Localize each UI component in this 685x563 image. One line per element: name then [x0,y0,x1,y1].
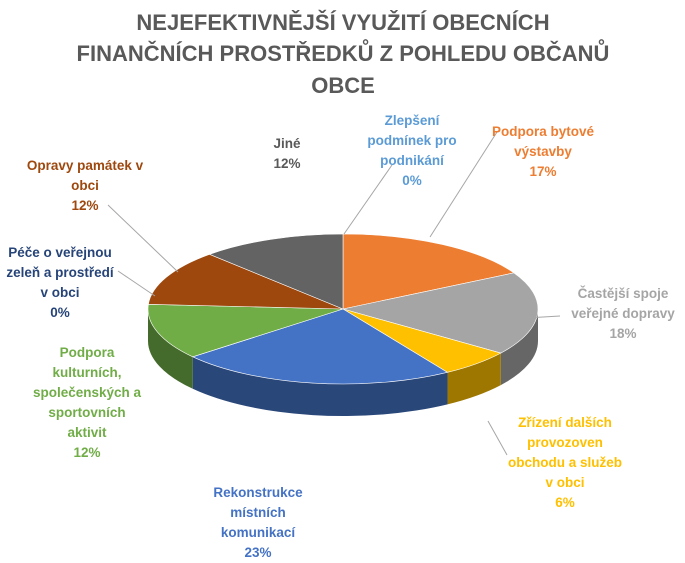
data-label-line: v obci [40,285,79,300]
leader-line-pamatky [107,204,179,273]
data-label-percent: 12% [273,156,300,171]
data-label-line: veřejné dopravy [571,306,675,321]
data-label-bytova: Podpora bytové výstavby 17% [492,124,595,179]
data-label-line: kulturních, [52,365,121,380]
data-label-line: komunikací [221,525,297,540]
slice-kultura [147,303,344,358]
slice-pamatky [148,254,344,310]
data-label-percent: 0% [402,173,422,188]
data-label-line: podnikání [380,153,445,168]
data-label-line: výstavby [514,144,572,159]
leader-line-podnikani [343,164,393,235]
pie-slices [147,233,539,385]
slice-doprava [342,272,539,354]
slice-side-doprava [500,309,539,386]
data-labels: Podpora bytové výstavby 17% Častější spoje v… [6,113,675,560]
data-label-line: obchodu a služeb [508,455,622,470]
leader-line-provozovny [487,420,508,456]
leader-line-zelen [117,270,156,297]
data-label-line: Rekonstrukce [213,485,303,500]
data-label-line: Zlepšení [385,113,441,128]
data-label-line: Podpora [60,345,115,360]
data-label-percent: 18% [609,326,636,341]
data-label-line: v obci [545,475,584,490]
data-label-line: podmínek pro [367,133,456,148]
chart-title: NEJEFEKTIVNĚJŠÍ VYUŽITÍ OBECNÍCH FINANČN… [77,10,610,98]
data-label-line: Jiné [273,136,301,151]
data-label-line: Péče o veřejnou [8,245,112,260]
chart-title-line-2: FINANČNÍCH PROSTŘEDKŮ Z POHLEDU OBČANŮ [77,38,610,66]
slice-side-kultura [148,309,193,389]
data-label-line: aktivit [67,425,107,440]
data-label-line: obci [71,178,99,193]
data-label-line: provozoven [527,435,603,450]
data-label-line: sportovních [48,405,125,420]
chart-title-line-3: OBCE [311,73,375,98]
data-label-percent: 12% [71,198,98,213]
slice-side-provozovny [447,353,501,405]
data-label-podnikani: Zlepšení podmínek pro podnikání 0% [367,113,456,188]
data-label-line: Častější spoje [578,286,669,301]
slice-jine [208,233,344,310]
data-label-pamatky: Opravy památek v obci 12% [27,158,144,213]
data-label-line: Zřízení dalších [518,415,612,430]
data-label-percent: 0% [50,305,70,320]
data-label-zelen: Péče o veřejnou zeleň a prostředí v obci 0% [6,245,115,320]
data-label-komunikace: Rekonstrukce místních komunikací 23% [213,485,303,560]
chart-title-line-1: NEJEFEKTIVNĚJŠÍ VYUŽITÍ OBECNÍCH [136,10,549,35]
data-label-percent: 17% [529,164,556,179]
data-label-line: místních [230,505,286,520]
slice-bytova [342,233,515,310]
pie-sides [148,309,539,416]
leader-lines [107,131,561,456]
slice-komunikace [191,308,449,385]
leader-line-doprava [525,315,561,319]
data-label-line: Podpora bytové [492,124,595,139]
slice-side-komunikace [192,356,448,416]
data-label-line: zeleň a prostředí [6,265,115,280]
data-label-provozovny: Zřízení dalších provozoven obchodu a služe… [508,415,622,510]
data-label-doprava: Častější spoje veřejné dopravy 18% [571,286,675,341]
data-label-kultura: Podpora kulturních, společenských a sportov… [33,345,142,460]
data-label-percent: 23% [244,545,271,560]
data-label-percent: 6% [555,495,575,510]
leader-line-bytova [429,131,498,238]
data-label-line: společenských a [33,385,142,400]
data-label-percent: 12% [73,445,100,460]
data-label-jine: Jiné 12% [273,136,301,171]
data-label-line: Opravy památek v [27,158,144,173]
